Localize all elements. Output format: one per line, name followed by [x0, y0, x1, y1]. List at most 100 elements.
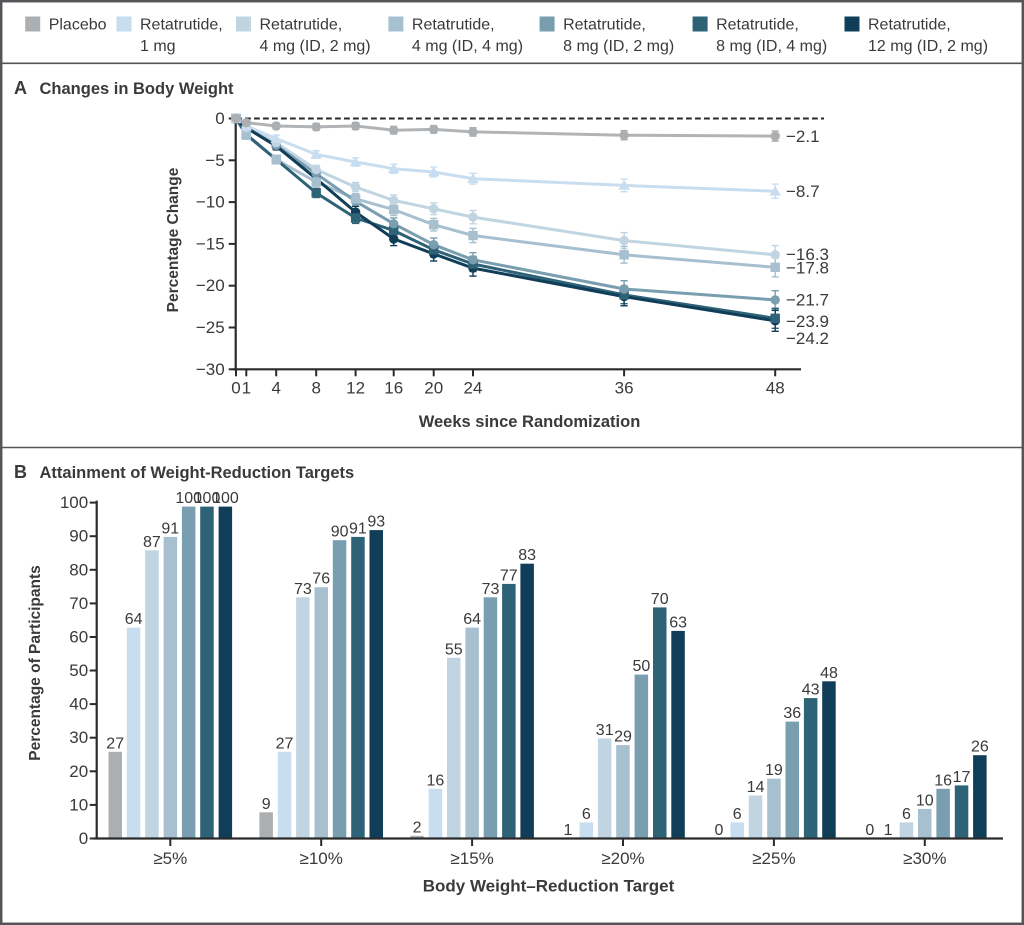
- svg-text:B: B: [14, 462, 27, 482]
- svg-text:−17.8: −17.8: [786, 259, 829, 278]
- svg-text:−21.7: −21.7: [786, 291, 829, 310]
- svg-text:73: 73: [294, 581, 312, 598]
- svg-text:Body Weight–Reduction Target: Body Weight–Reduction Target: [423, 877, 675, 896]
- svg-text:Retatrutide,: Retatrutide,: [412, 17, 495, 34]
- svg-text:−23.9: −23.9: [786, 312, 829, 331]
- svg-text:4: 4: [271, 378, 280, 397]
- svg-text:≥20%: ≥20%: [601, 849, 644, 868]
- svg-text:55: 55: [445, 641, 463, 658]
- svg-text:36: 36: [783, 705, 801, 722]
- svg-text:Attainment of Weight-Reduction: Attainment of Weight-Reduction Targets: [40, 464, 355, 482]
- svg-text:≥15%: ≥15%: [450, 849, 493, 868]
- svg-text:100: 100: [60, 493, 88, 512]
- svg-text:100: 100: [194, 490, 221, 507]
- svg-text:10: 10: [69, 795, 88, 814]
- svg-text:27: 27: [276, 735, 294, 752]
- svg-text:−24.2: −24.2: [786, 329, 829, 348]
- svg-text:8 mg (ID, 4 mg): 8 mg (ID, 4 mg): [716, 38, 827, 55]
- svg-text:40: 40: [69, 695, 88, 714]
- svg-text:−2.1: −2.1: [786, 127, 820, 146]
- svg-text:4 mg (ID, 2 mg): 4 mg (ID, 2 mg): [260, 38, 371, 55]
- svg-text:73: 73: [482, 581, 500, 598]
- svg-text:≥10%: ≥10%: [300, 849, 343, 868]
- svg-text:90: 90: [331, 524, 349, 541]
- svg-text:16: 16: [934, 772, 952, 789]
- svg-text:Retatrutide,: Retatrutide,: [563, 17, 646, 34]
- svg-text:4 mg (ID, 4 mg): 4 mg (ID, 4 mg): [412, 38, 523, 55]
- svg-text:83: 83: [518, 547, 536, 564]
- svg-text:1: 1: [884, 822, 893, 839]
- svg-text:64: 64: [125, 611, 143, 628]
- svg-text:−30: −30: [196, 360, 225, 379]
- svg-text:−15: −15: [196, 234, 225, 253]
- svg-text:70: 70: [69, 594, 88, 613]
- svg-text:≥25%: ≥25%: [752, 849, 795, 868]
- svg-text:93: 93: [367, 514, 385, 531]
- svg-text:100: 100: [212, 490, 239, 507]
- svg-text:≥5%: ≥5%: [153, 849, 187, 868]
- svg-text:77: 77: [500, 567, 518, 584]
- svg-text:12: 12: [346, 378, 365, 397]
- svg-text:20: 20: [424, 378, 443, 397]
- svg-text:0: 0: [714, 822, 723, 839]
- svg-text:Retatrutide,: Retatrutide,: [260, 17, 343, 34]
- svg-text:16: 16: [427, 772, 445, 789]
- svg-text:−20: −20: [196, 276, 225, 295]
- svg-text:90: 90: [69, 527, 88, 546]
- svg-text:Retatrutide,: Retatrutide,: [716, 17, 799, 34]
- svg-text:Percentage Change: Percentage Change: [165, 167, 182, 312]
- svg-text:0: 0: [231, 378, 240, 397]
- svg-text:6: 6: [902, 806, 911, 823]
- svg-text:80: 80: [69, 560, 88, 579]
- svg-text:6: 6: [733, 806, 742, 823]
- svg-text:48: 48: [766, 378, 785, 397]
- svg-text:14: 14: [747, 779, 765, 796]
- svg-text:Changes in Body Weight: Changes in Body Weight: [40, 80, 235, 98]
- svg-text:Retatrutide,: Retatrutide,: [140, 17, 223, 34]
- svg-text:9: 9: [262, 796, 271, 813]
- svg-text:−8.7: −8.7: [786, 182, 820, 201]
- svg-text:Percentage of Participants: Percentage of Participants: [27, 565, 44, 761]
- svg-text:2: 2: [413, 819, 422, 836]
- svg-text:10: 10: [916, 792, 934, 809]
- svg-text:17: 17: [953, 769, 971, 786]
- svg-text:Placebo: Placebo: [49, 17, 107, 34]
- svg-text:−25: −25: [196, 318, 225, 337]
- svg-text:−16.3: −16.3: [786, 245, 829, 264]
- svg-text:70: 70: [651, 591, 669, 608]
- svg-text:0: 0: [865, 822, 874, 839]
- svg-text:26: 26: [971, 739, 989, 756]
- svg-text:48: 48: [820, 665, 838, 682]
- svg-text:19: 19: [765, 762, 783, 779]
- svg-text:64: 64: [463, 611, 481, 628]
- svg-text:87: 87: [143, 534, 161, 551]
- svg-text:91: 91: [161, 520, 179, 537]
- svg-text:50: 50: [69, 661, 88, 680]
- svg-text:8 mg (ID, 2 mg): 8 mg (ID, 2 mg): [563, 38, 674, 55]
- svg-text:Retatrutide,: Retatrutide,: [868, 17, 951, 34]
- svg-text:63: 63: [669, 614, 687, 631]
- svg-text:1: 1: [564, 822, 573, 839]
- svg-text:12 mg (ID, 2 mg): 12 mg (ID, 2 mg): [868, 38, 988, 55]
- svg-text:20: 20: [69, 762, 88, 781]
- svg-text:8: 8: [311, 378, 320, 397]
- svg-text:−10: −10: [196, 193, 225, 212]
- svg-text:50: 50: [633, 658, 651, 675]
- svg-text:0: 0: [79, 829, 88, 848]
- svg-text:Weeks since Randomization: Weeks since Randomization: [419, 413, 641, 431]
- svg-text:27: 27: [106, 735, 124, 752]
- svg-text:24: 24: [464, 378, 483, 397]
- svg-text:−5: −5: [205, 151, 224, 170]
- svg-text:76: 76: [312, 571, 330, 588]
- svg-text:6: 6: [582, 806, 591, 823]
- svg-text:1: 1: [242, 378, 251, 397]
- svg-text:91: 91: [349, 520, 367, 537]
- svg-text:16: 16: [384, 378, 403, 397]
- svg-text:43: 43: [802, 682, 820, 699]
- svg-text:31: 31: [596, 722, 614, 739]
- svg-text:100: 100: [175, 490, 202, 507]
- svg-text:36: 36: [615, 378, 634, 397]
- svg-text:A: A: [14, 78, 27, 98]
- svg-text:29: 29: [614, 729, 632, 746]
- svg-text:≥30%: ≥30%: [903, 849, 946, 868]
